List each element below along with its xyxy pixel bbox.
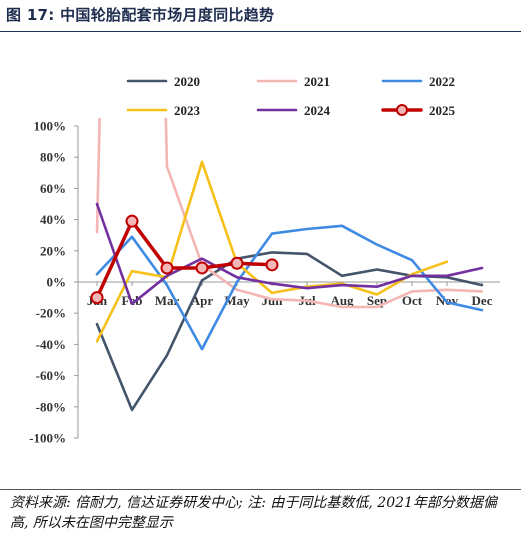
data-point-2025 [230, 256, 244, 270]
legend-label-2025: 2025 [429, 103, 456, 118]
legend-label-2021: 2021 [304, 74, 330, 89]
data-point-2025 [195, 261, 209, 275]
legend-label-2020: 2020 [174, 74, 200, 89]
series-line-2022 [95, 224, 484, 351]
data-point-2025 [265, 258, 279, 272]
legend-marker-2025 [396, 104, 408, 116]
y-axis: 100% 80% 60% 40% 20% 0% -20% -40% -60% -80% -100% [29, 119, 79, 446]
x-tick-label: Nov [436, 293, 459, 308]
y-tick-label: -100% [29, 431, 66, 446]
footer-divider [0, 489, 521, 490]
legend-label-2022: 2022 [429, 74, 455, 89]
y-tick-label: 80% [40, 150, 66, 165]
x-tick-label: Aug [330, 293, 354, 308]
y-tick-label: -80% [36, 399, 66, 414]
x-tick-label: Oct [402, 293, 423, 308]
x-tick-label: Apr [191, 293, 214, 308]
x-axis: JanFebMarAprMayJunJulAugSepOctNovDec [78, 281, 500, 308]
data-point-2025 [125, 214, 139, 228]
legend-label-2024: 2024 [304, 103, 331, 118]
figure-title: 图 17: 中国轮胎配套市场月度同比趋势 [6, 6, 275, 24]
series-line-2023 [95, 160, 449, 343]
data-point-2025 [90, 291, 104, 305]
series-layer [90, 118, 484, 412]
data-point-2025 [160, 261, 174, 275]
chart-legend: 2020 2021 2022 2023 2024 2025 [126, 74, 456, 118]
y-tick-label: 0% [47, 275, 67, 290]
title-divider [0, 31, 521, 32]
y-tick-label: 60% [40, 181, 66, 196]
line-chart: 2020 2021 2022 2023 2024 2025 100% 80% 60% 40% 20… [29, 74, 500, 446]
x-tick-label: Dec [472, 293, 493, 308]
y-tick-label: 40% [40, 212, 66, 227]
y-tick-label: -20% [36, 306, 66, 321]
y-tick-label: -60% [36, 368, 66, 383]
source-note: 资料来源: 倍耐力, 信达证券研发中心; 注: 由于同比基数低, 2021年部分… [10, 495, 497, 531]
legend-label-2023: 2023 [174, 103, 201, 118]
series-line-2024 [95, 202, 484, 306]
x-tick-label: May [224, 293, 250, 308]
series-line-2021 [95, 118, 484, 309]
y-tick-label: -40% [36, 337, 66, 352]
y-tick-label: 100% [34, 119, 67, 134]
y-tick-label: 20% [40, 243, 66, 258]
